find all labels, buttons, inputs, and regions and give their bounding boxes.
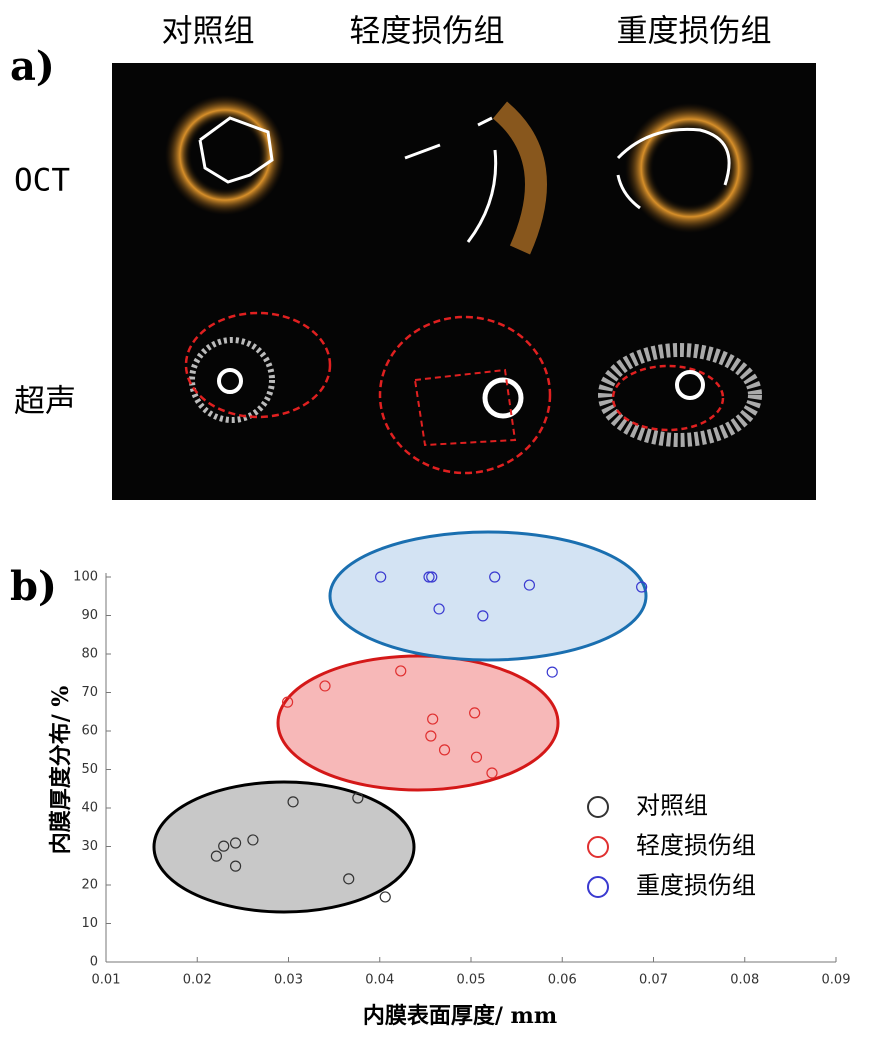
scatter-point [319, 680, 331, 692]
scatter-point [523, 579, 536, 591]
x-tick-label: 0.01 [92, 973, 121, 988]
scatter-point [287, 796, 299, 808]
scatter-point [281, 696, 294, 708]
ultrasound-outline [378, 315, 552, 475]
scatter-point [438, 744, 451, 756]
row-label: 超声 [14, 384, 76, 420]
scatter-point [379, 891, 391, 903]
scatter-point [427, 713, 439, 725]
scatter-point [210, 850, 223, 862]
ultrasound-lumen [482, 377, 524, 419]
x-tick-label: 0.02 [183, 973, 212, 988]
scatter-point [433, 603, 445, 615]
oct-ring [165, 95, 285, 215]
y-tick-label: 70 [81, 685, 98, 700]
image-grid [112, 63, 816, 500]
legend-label: 对照组 [636, 792, 708, 820]
ultrasound-ring [598, 343, 762, 447]
scatter-point [375, 571, 387, 583]
y-tick-label: 0 [90, 955, 98, 970]
x-tick-label: 0.09 [822, 973, 851, 988]
y-tick-label: 30 [81, 839, 98, 854]
x-tick-label: 0.07 [639, 973, 668, 988]
x-tick-label: 0.03 [274, 973, 303, 988]
oct-contour [404, 116, 498, 243]
y-tick-label: 50 [81, 762, 98, 777]
y-tick-label: 40 [81, 801, 98, 816]
scatter-point [343, 873, 355, 885]
scatter-point [470, 751, 483, 763]
scatter-point [247, 834, 259, 846]
x-tick-label: 0.04 [365, 973, 394, 988]
legend-label: 轻度损伤组 [636, 832, 756, 860]
legend-marker [587, 836, 609, 858]
y-axis-label: 内膜厚度分布/ % [48, 686, 74, 855]
y-tick-label: 60 [81, 724, 98, 739]
scatter-point [636, 581, 648, 593]
x-tick-label: 0.06 [548, 973, 577, 988]
y-tick-label: 10 [81, 916, 98, 931]
oct-contour [198, 116, 274, 184]
scatter-point [469, 707, 481, 719]
scatter-point [423, 571, 435, 583]
scatter-point [395, 665, 407, 677]
scatter-point [489, 571, 501, 583]
ultrasound-outline [611, 364, 725, 432]
x-tick-label: 0.08 [730, 973, 759, 988]
oct-contour [616, 127, 731, 210]
x-tick-label: 0.05 [457, 973, 486, 988]
scatter-point [477, 610, 489, 622]
panel-label: b) [10, 563, 57, 610]
x-axis-label: 内膜表面厚度/ mm [363, 1003, 557, 1029]
y-tick-label: 90 [81, 608, 98, 623]
y-tick-label: 20 [81, 878, 98, 893]
oct-ring [492, 101, 547, 255]
group-region [152, 780, 416, 914]
ultrasound-outline [413, 368, 517, 447]
scatter-point [229, 837, 242, 849]
panel-label: a) [10, 43, 55, 90]
oct-ring [625, 103, 755, 233]
column-header: 对照组 [162, 14, 255, 50]
row-label: OCT [14, 163, 70, 199]
ultrasound-outline [184, 311, 332, 419]
scatter-point [229, 860, 242, 872]
scatter-point [425, 730, 437, 742]
y-tick-label: 100 [73, 570, 98, 585]
group-region [276, 654, 560, 792]
group-region [328, 530, 648, 662]
legend-label: 重度损伤组 [636, 872, 756, 900]
scatter-point [486, 767, 498, 779]
scatter-point [546, 666, 558, 678]
scatter-point [352, 792, 364, 804]
column-header: 重度损伤组 [617, 14, 772, 50]
legend-marker [587, 876, 609, 898]
legend-marker [587, 796, 609, 818]
scatter-point [426, 571, 438, 583]
ultrasound-ring [189, 337, 275, 423]
scatter-point [218, 840, 230, 852]
y-tick-label: 80 [81, 647, 98, 662]
ultrasound-lumen [217, 368, 243, 394]
ultrasound-lumen [675, 370, 705, 400]
column-header: 轻度损伤组 [350, 14, 505, 50]
